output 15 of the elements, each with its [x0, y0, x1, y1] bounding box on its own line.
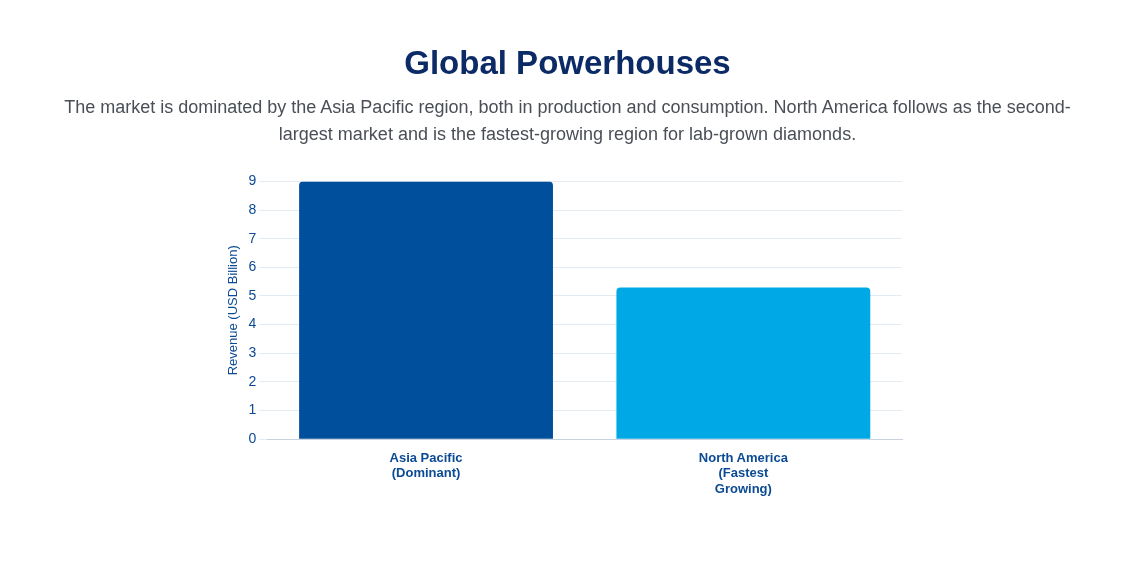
y-tick-label: 8: [248, 200, 257, 217]
y-tick-label: 6: [248, 258, 257, 275]
y-tick-label: 1: [248, 401, 257, 418]
chart-subtitle: The market is dominated by the Asia Pacific region, both in production and consumption. North America follows as the second-largest market and is the fastest-growing region for lab-grown diamonds.: [63, 96, 1072, 146]
y-tick-label: 7: [248, 229, 257, 246]
y-tick-label: 4: [248, 315, 257, 332]
x-tick-label: Asia Pacific (Dominant): [389, 449, 463, 481]
y-tick-label: 2: [248, 372, 257, 389]
y-axis-title: Revenue (USD Billion): [225, 245, 241, 376]
x-tick-label: North America (Fastest Growing): [698, 449, 789, 496]
y-tick-label: 9: [248, 172, 257, 189]
chart-title: Global Powerhouses: [403, 44, 732, 83]
y-tick-label: 5: [248, 286, 257, 303]
y-tick-label: 0: [248, 430, 257, 447]
y-tick-label: 3: [248, 344, 257, 361]
